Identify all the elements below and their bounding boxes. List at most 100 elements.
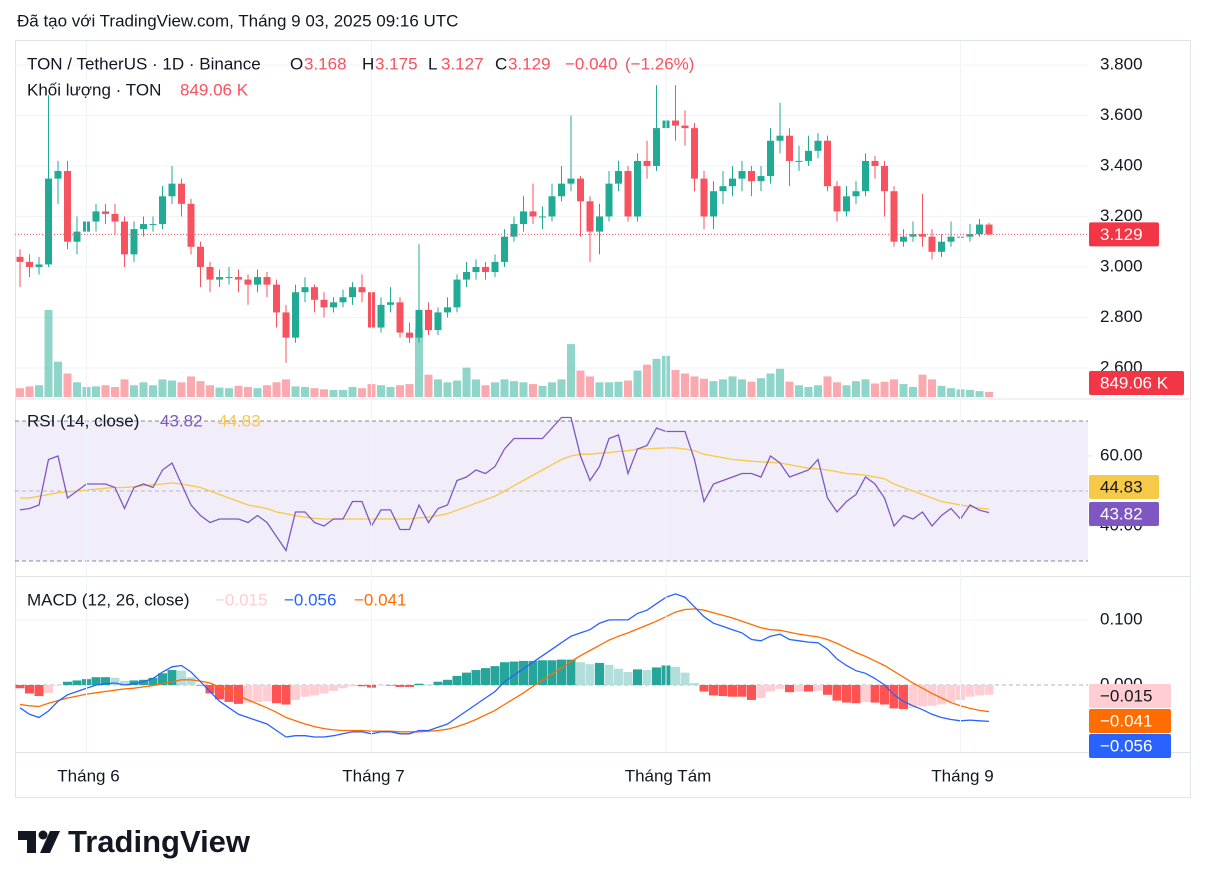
volume-bar [196,381,205,397]
candle-body [700,178,708,217]
macd-histogram-bar [889,684,899,709]
candle-body [681,125,689,129]
candle-body [890,191,898,242]
candle-body [976,224,983,235]
rsi-ma-value: 44.83 [218,411,261,430]
macd-histogram-bar [984,684,994,695]
volume-bar [709,381,718,397]
macd-histogram-bar [443,679,452,685]
volume-bar [776,368,784,397]
candle-body [35,264,43,267]
frame [15,40,1191,798]
y-tick-label: 3.400 [1100,155,1143,174]
candle-body [805,150,812,161]
volume-bar [472,379,480,397]
volume-bar [44,310,53,397]
macd-histogram-bar [528,660,538,685]
macd-histogram-bar [25,684,34,694]
macd-hist-value: −0.015 [215,590,267,609]
volume-bar [282,379,290,397]
candle-body [710,191,717,217]
candle-body [672,120,679,126]
candle-body [358,287,366,293]
candle-body [387,302,394,305]
candle-body [529,211,537,217]
macd-histogram-bar [728,684,737,697]
volume-bar [899,384,908,397]
macd-histogram-bar [462,672,471,685]
macd-histogram-bar [490,666,500,685]
volume-bar [491,382,499,397]
volume-bar [187,376,195,397]
candle-body [482,266,489,273]
candle-body [73,231,81,242]
macd-histogram-bar [680,672,690,685]
candle-body [197,246,204,267]
candle-body [900,236,907,242]
volume-bar [652,358,661,397]
volume-bar [73,382,81,397]
macd-histogram-bar [756,684,766,699]
ohlc-value: 3.175 [375,54,418,73]
rsi-ma-badge-label: 44.83 [1100,477,1143,496]
macd-histogram-bar [870,684,880,703]
ohlc-value: 3.168 [304,54,347,73]
volume-bar [35,385,43,397]
candle-body [776,135,784,141]
candle-body [187,203,195,247]
volume-bar [16,388,24,397]
macd-histogram-bar [918,684,927,707]
volume-bar [386,387,395,397]
volume-bar [54,361,62,397]
volume-badge [1089,371,1184,395]
macd-value: −0.056 [284,590,336,609]
macd-histogram-bar [414,683,424,685]
volume-bar [139,382,148,397]
volume-bar [358,388,366,397]
macd-histogram-bar [908,684,918,708]
candle-body [881,165,888,192]
macd-histogram-bar [167,670,177,685]
candle-body [330,302,337,308]
candle-body [415,309,423,338]
macd-histogram-bar [823,684,832,695]
candle-body [605,183,613,217]
candle-body [149,224,157,226]
candle-body [434,312,442,331]
volume-bar [434,379,442,397]
volume-bar [842,385,851,397]
candle-body [225,277,233,279]
price-badge-label: 3.129 [1100,225,1143,244]
volume-bar [814,385,822,397]
candle-body [178,183,185,204]
candle-body [919,234,926,237]
volume-bar [120,379,129,397]
macd-histogram-bar [395,684,405,687]
macd-histogram-bar [718,684,728,697]
candle-body [548,196,556,217]
macd-histogram-bar [547,660,557,685]
volume-title: Khối lượng · TON [27,80,161,99]
volume-bar [833,382,841,397]
volume-bar [424,374,433,397]
volume-bar [985,392,993,397]
candle-body [206,266,214,280]
volume-bar [377,385,385,397]
y-tick-label: 3.600 [1100,105,1143,124]
volume-bar [529,384,537,397]
volume-bar [301,387,309,397]
macd-histogram-bar [338,684,348,689]
candle-body [254,277,261,285]
volume-bar [111,387,119,397]
volume-bar [909,387,917,397]
candle-body [339,297,347,303]
change-pct: (−1.26%) [625,54,694,73]
volume-bar [462,367,471,397]
volume-bar [396,385,404,397]
macd-histogram-bar [576,662,585,685]
macd-histogram-bar [177,670,186,685]
candle-body [377,304,385,328]
rsi-value: 43.82 [160,411,203,430]
macd-histogram-bar [348,684,357,687]
